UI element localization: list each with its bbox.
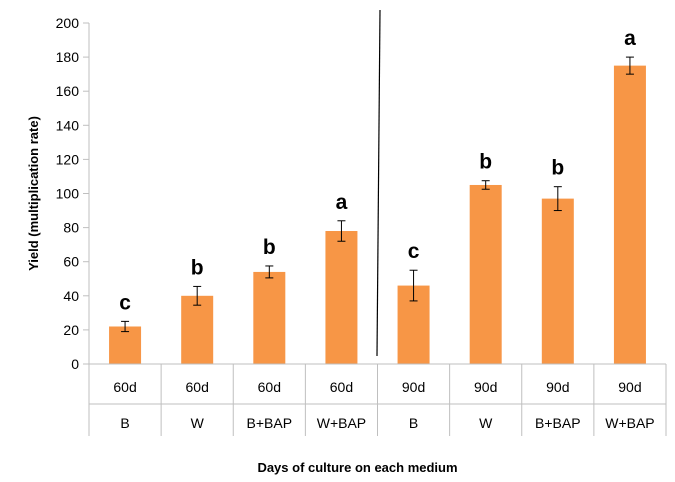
error-bar [193,285,202,306]
y-axis-tick-labels: 0 20 40 60 80 100 120 140 160 180 200 [56,15,89,372]
category-medium-label: W+BAP [317,415,366,431]
significance-labels: c b b a c b b a [119,27,636,314]
error-bars [121,56,634,333]
error-bar [553,186,562,212]
error-bar [625,56,634,75]
category-medium-label: B [409,415,418,431]
bar [613,65,646,364]
y-axis-title: Yield (multiplication rate) [26,116,41,271]
y-tick-label: 140 [56,117,80,133]
bar [469,184,502,364]
error-bar [337,220,346,242]
y-tick-label: 200 [56,15,80,31]
x-axis-title: Days of culture on each medium [257,460,457,475]
significance-label: c [119,291,131,314]
bar [181,295,214,364]
category-medium-label: B+BAP [247,415,293,431]
y-tick-label: 60 [63,254,79,270]
significance-label: b [191,256,204,279]
y-tick-label: 80 [63,220,79,236]
bar [253,271,286,364]
error-bar [481,180,490,190]
significance-label: c [408,240,420,263]
y-tick-label: 40 [63,288,79,304]
bars [109,65,646,364]
category-days-label: 90d [474,379,497,395]
y-tick-label: 120 [56,151,80,167]
y-tick-label: 160 [56,83,80,99]
category-table: 60d B 60d W 60d B+BAP 60d W+BAP 90d B 90d W 90d B+BAP… [88,363,667,436]
y-tick-label: 0 [71,356,79,372]
category-days-label: 90d [402,379,425,395]
error-bar [121,320,130,333]
category-medium-label: B [120,415,129,431]
category-medium-label: B+BAP [535,415,581,431]
y-tick-label: 100 [56,186,80,202]
bar [325,231,358,364]
category-medium-label: W [191,415,205,431]
y-tick-label: 180 [56,49,80,65]
category-days-label: 60d [330,379,353,395]
y-tick-label: 20 [63,322,79,338]
category-days-label: 60d [186,379,209,395]
category-days-label: 90d [618,379,641,395]
significance-label: a [336,191,348,214]
bar [541,198,574,364]
significance-label: a [624,27,636,50]
error-bar [265,265,274,279]
period-divider-line [376,9,381,357]
error-bar [409,269,418,302]
category-medium-label: W+BAP [605,415,654,431]
significance-label: b [263,236,276,259]
category-days-label: 60d [258,379,281,395]
significance-label: b [479,151,492,174]
category-days-label: 60d [113,379,136,395]
category-medium-label: W [479,415,493,431]
significance-label: b [551,157,564,180]
bar [109,326,142,364]
category-days-label: 90d [546,379,569,395]
